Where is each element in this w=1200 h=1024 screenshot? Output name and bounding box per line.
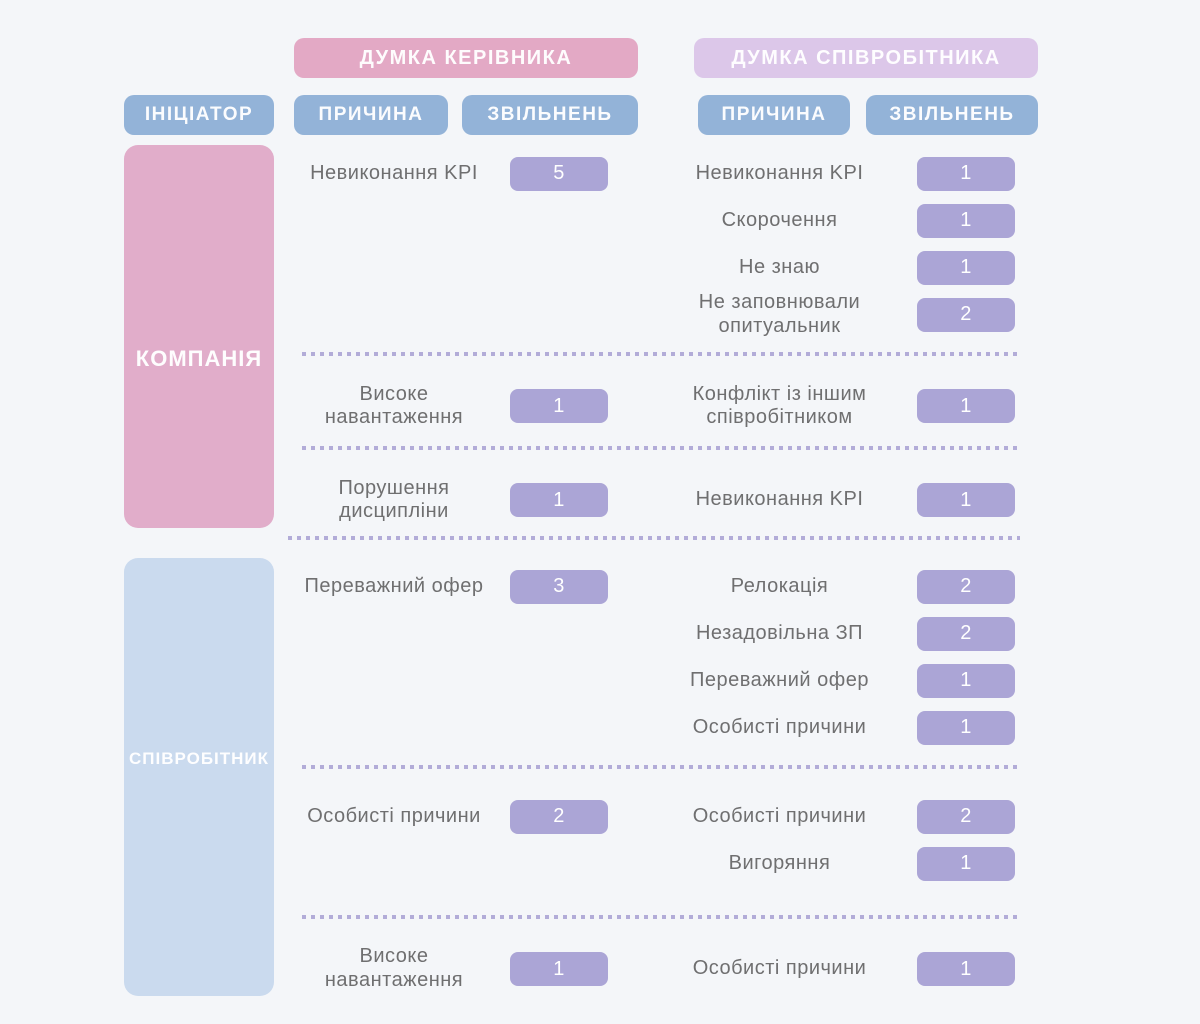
manager-reason-label: Невиконання KPI: [310, 161, 478, 184]
reason-row: Не заповнювали опитуальник 2: [652, 291, 1020, 338]
employee-reason-label: Скорочення: [721, 208, 838, 231]
reason-row: Невиконання KPI 1: [652, 150, 1020, 197]
employee-reason-label: Не заповнювали опитуальник: [698, 291, 861, 337]
manager-reason-label: Порушення дисципліни: [338, 476, 450, 523]
manager-reason-label: Високе навантаження: [324, 945, 464, 991]
initiator-employee-label: СПІВРОБІТНИК: [128, 749, 270, 769]
dismissal-count-badge: 1: [917, 663, 1015, 698]
employee-reason-label: Незадовільна ЗП: [695, 621, 864, 644]
reason-row: Не знаю 1: [652, 244, 1020, 291]
reason-row: Невиконання KPI 5: [288, 150, 608, 197]
dismissal-count-badge: 1: [917, 846, 1015, 881]
reason-row: Особисті причини 1: [652, 943, 1020, 995]
manager-side: Порушення дисципліни 1: [288, 474, 608, 526]
employee-reason-label: Не знаю: [739, 255, 820, 278]
dismissal-count-badge: 1: [917, 952, 1015, 986]
dismissal-count-badge: 1: [917, 389, 1015, 424]
manager-count-column-header: ЗВІЛЬНЕНЬ: [462, 95, 638, 135]
reason-row: Релокація 2: [652, 563, 1020, 610]
employee-side: Невиконання KPI 1: [652, 474, 1020, 526]
dismissal-count-badge: 1: [917, 710, 1015, 745]
reason-row: Особисті причини 2: [652, 793, 1020, 840]
dismissal-count-badge: 1: [917, 250, 1015, 285]
employee-side: Конфлікт із іншим співробітником 1: [652, 380, 1020, 432]
reason-row: Особисті причини 2: [288, 793, 608, 840]
employee-reason-label: Конфлікт із іншим співробітником: [692, 382, 867, 429]
employee-reason-label: Невиконання KPI: [695, 161, 864, 184]
dismissal-count-badge: 1: [917, 156, 1015, 191]
manager-side: Особисті причини 2: [288, 793, 608, 840]
dismissal-count-badge: 2: [510, 799, 608, 834]
dotted-divider: [302, 915, 1020, 919]
reason-subgroup: Високе навантаження 1 Конфлікт із іншим …: [288, 380, 1020, 432]
dismissal-count-badge: 3: [510, 569, 608, 604]
dismissal-count-badge: 2: [917, 799, 1015, 834]
reason-subgroup: Особисті причини 2 Особисті причини 2 Ви…: [288, 793, 1020, 887]
dismissal-count-badge: 1: [917, 483, 1015, 518]
dismissal-count-badge: 1: [510, 952, 608, 986]
employee-reason-label: Особисті причини: [692, 957, 867, 980]
initiator-column-header: ІНІЦІАТОР: [124, 95, 274, 135]
dismissal-count-badge: 1: [510, 483, 608, 518]
employee-reason-label: Релокація: [730, 574, 829, 597]
reason-row: Скорочення 1: [652, 197, 1020, 244]
employee-reason-label: Особисті причини: [692, 804, 867, 827]
employee-reason-label: Переважний офер: [690, 668, 869, 691]
employee-opinion-header: ДУМКА СПІВРОБІТНИКА: [694, 38, 1038, 78]
employee-side: Релокація 2 Незадовільна ЗП 2 Переважний…: [652, 563, 1020, 751]
company-band: КОМПАНІЯ Невиконання KPI 5 Невиконання K…: [124, 145, 1020, 528]
initiator-employee-block: СПІВРОБІТНИК: [124, 558, 274, 996]
employee-side: Особисті причини 2 Вигоряння 1: [652, 793, 1020, 887]
employee-reason-label: Невиконання KPI: [695, 488, 864, 511]
manager-reason-label: Високе навантаження: [324, 382, 464, 429]
reason-row: Високе навантаження 1: [288, 943, 608, 995]
dismissal-count-badge: 2: [917, 616, 1015, 651]
manager-side: Невиконання KPI 5: [288, 150, 608, 197]
employee-band: СПІВРОБІТНИК Переважний офер 3 Релокація…: [124, 558, 1020, 996]
manager-side: Високе навантаження 1: [288, 943, 608, 995]
employee-reason-label: Вигоряння: [728, 851, 831, 874]
manager-side: Високе навантаження 1: [288, 380, 608, 432]
employee-band-content: Переважний офер 3 Релокація 2 Незадовіль…: [274, 558, 1020, 996]
reason-subgroup: Невиконання KPI 5 Невиконання KPI 1 Скор…: [288, 150, 1020, 338]
dismissal-count-badge: 2: [917, 297, 1015, 332]
manager-reason-label: Особисті причини: [307, 804, 481, 827]
dotted-divider: [288, 536, 1020, 540]
reason-row: Переважний офер 1: [652, 657, 1020, 704]
reason-subgroup: Високе навантаження 1 Особисті причини 1: [288, 943, 1020, 995]
reason-row: Конфлікт із іншим співробітником 1: [652, 380, 1020, 432]
manager-opinion-header: ДУМКА КЕРІВНИКА: [294, 38, 638, 78]
manager-reason-column-header: ПРИЧИНА: [294, 95, 448, 135]
initiator-company-block: КОМПАНІЯ: [124, 145, 274, 528]
dismissal-count-badge: 2: [917, 569, 1015, 604]
dotted-divider: [302, 765, 1020, 769]
manager-side: Переважний офер 3: [288, 563, 608, 610]
employee-side: Невиконання KPI 1 Скорочення 1 Не знаю 1…: [652, 150, 1020, 338]
reason-row: Вигоряння 1: [652, 840, 1020, 887]
company-band-content: Невиконання KPI 5 Невиконання KPI 1 Скор…: [274, 145, 1020, 528]
reason-row: Особисті причини 1: [652, 704, 1020, 751]
dismissal-count-badge: 5: [510, 156, 608, 191]
manager-reason-label: Переважний офер: [304, 574, 484, 597]
initiator-company-label: КОМПАНІЯ: [135, 346, 263, 372]
employee-side: Особисті причини 1: [652, 943, 1020, 995]
reason-row: Невиконання KPI 1: [652, 474, 1020, 526]
dotted-divider: [302, 352, 1020, 357]
reason-subgroup: Переважний офер 3 Релокація 2 Незадовіль…: [288, 563, 1020, 751]
reason-row: Незадовільна ЗП 2: [652, 610, 1020, 657]
dismissal-count-badge: 1: [917, 203, 1015, 238]
employee-count-column-header: ЗВІЛЬНЕНЬ: [866, 95, 1038, 135]
dotted-divider: [302, 446, 1020, 451]
reason-row: Переважний офер 3: [288, 563, 608, 610]
employee-reason-column-header: ПРИЧИНА: [698, 95, 850, 135]
dismissal-count-badge: 1: [510, 389, 608, 424]
reason-subgroup: Порушення дисципліни 1 Невиконання KPI 1: [288, 474, 1020, 526]
reason-row: Високе навантаження 1: [288, 380, 608, 432]
reason-row: Порушення дисципліни 1: [288, 474, 608, 526]
employee-reason-label: Особисті причини: [692, 715, 867, 738]
